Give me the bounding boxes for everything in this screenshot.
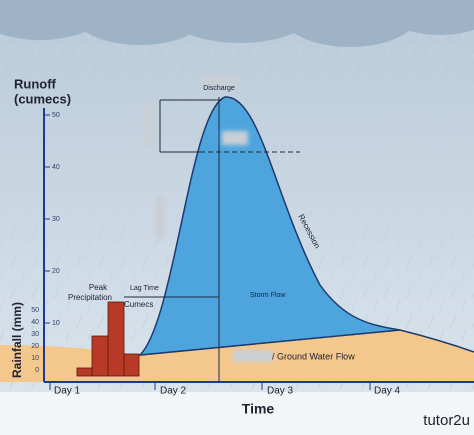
runoff-tick: 50 <box>52 112 60 119</box>
annotation-lines <box>124 97 300 382</box>
rainfall-tick: 10 <box>31 355 39 362</box>
runoff-title: (cumecs) <box>14 91 71 106</box>
rainfall-tick: 50 <box>31 307 39 314</box>
time-tick: Day 1 <box>54 386 81 397</box>
time-title: Time <box>242 401 275 417</box>
runoff-tick: 30 <box>52 216 60 223</box>
footer <box>0 392 474 435</box>
obscured-labels <box>143 76 273 362</box>
clouds <box>0 0 474 47</box>
time-tick: Day 4 <box>374 386 401 397</box>
label-ground-water-flow: / Ground Water Flow <box>272 351 355 361</box>
runoff-tick: 40 <box>52 164 60 171</box>
rainfall-tick: 20 <box>31 343 39 350</box>
rainfall-tick: 40 <box>31 319 39 326</box>
label-peak-precipitation: Precipitation <box>68 293 112 302</box>
rainfall-tick: 0 <box>35 367 39 374</box>
label-discharge: Discharge <box>203 85 235 92</box>
time-tick: Day 2 <box>160 386 187 397</box>
time-tick: Day 3 <box>267 386 294 397</box>
brand: tutor2u <box>423 412 470 429</box>
label-peak-precipitation: Peak <box>89 283 108 292</box>
rainfall-bars <box>76 301 140 377</box>
storm-flow-area <box>138 96 401 356</box>
rainfall-title: Rainfall (mm) <box>10 302 24 378</box>
recession-tail <box>399 329 474 353</box>
runoff-tick: 20 <box>52 268 60 275</box>
runoff-tick: 10 <box>52 320 60 327</box>
label-storm-flow: Storm Flow <box>250 292 286 299</box>
label-cumecs: Cumecs <box>124 300 153 309</box>
label-lag-time: Lag Time <box>130 285 159 292</box>
tick-marks <box>44 114 371 390</box>
rainfall-tick: 30 <box>31 331 39 338</box>
runoff-title: Runoff <box>14 76 57 91</box>
baseflow-line <box>139 329 401 356</box>
